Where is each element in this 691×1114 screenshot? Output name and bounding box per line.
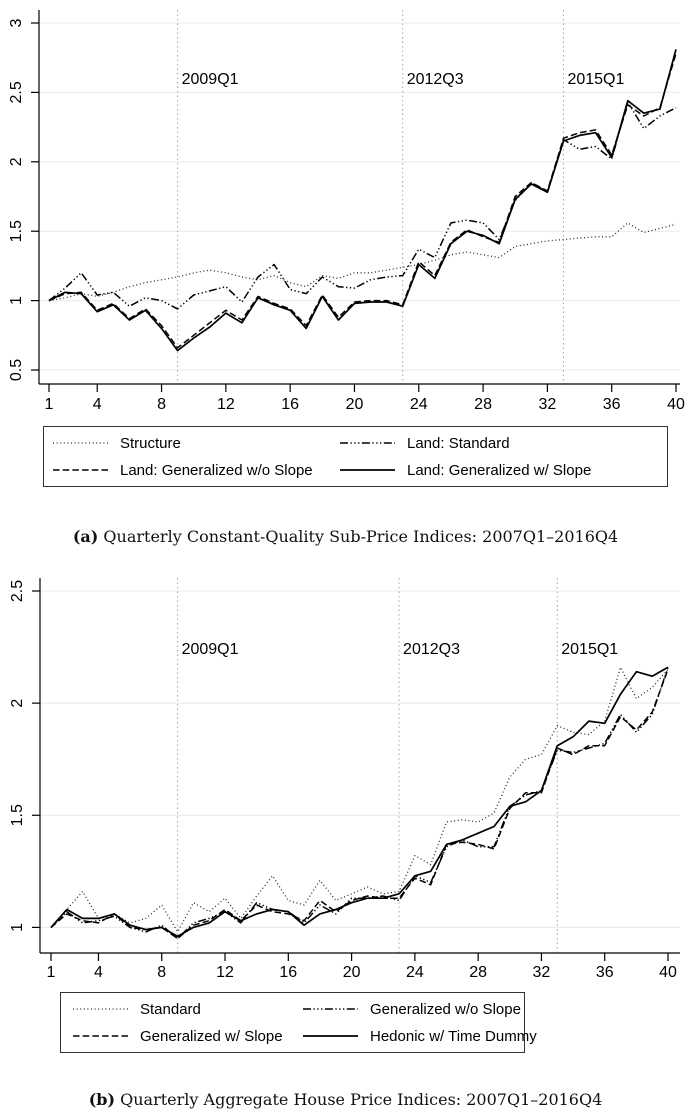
- y-tick-label: 1: [9, 923, 26, 932]
- x-tick-label: 4: [94, 964, 103, 980]
- x-tick-label: 28: [469, 964, 487, 980]
- chart-a-caption: (a) Quarterly Constant-Quality Sub-Price…: [0, 527, 691, 546]
- legend-label: Generalized w/o Slope: [370, 1000, 521, 1018]
- x-tick-label: 20: [343, 964, 361, 980]
- y-tick-label: 2.5: [8, 81, 25, 103]
- legend-label: Land: Standard: [407, 434, 510, 452]
- x-tick-label: 16: [281, 396, 299, 413]
- x-tick-label: 40: [659, 964, 677, 980]
- y-tick-label: 1: [8, 296, 25, 305]
- legend-label: Land: Generalized w/ Slope: [407, 461, 592, 479]
- series-line-land-standard: [48, 101, 677, 310]
- chart-a-legend: Structure Land: Standard Land: Generalized…: [43, 426, 668, 487]
- legend-label: Hedonic w/ Time Dummy: [370, 1027, 537, 1045]
- x-tick-label: 36: [596, 964, 614, 980]
- caption-b-text: Quarterly Aggregate House Price Indices:…: [120, 1090, 603, 1109]
- x-tick-label: 12: [217, 396, 235, 413]
- chart-a-plot: 2009Q1 2012Q3 2015Q1 0.5 1 1.5 2 2.5 3 1 4 8 12 16 20 2…: [8, 10, 685, 413]
- x-tick-label: 4: [93, 396, 102, 413]
- legend-item-land-standard: Land: Standard: [340, 432, 667, 454]
- legend-label: Standard: [140, 1000, 201, 1018]
- x-tick-label: 32: [533, 964, 551, 980]
- refline-label-2009Q1: 2009Q1: [182, 641, 239, 658]
- y-tick-label: 2: [8, 157, 25, 166]
- y-tick-label: 2: [9, 699, 26, 708]
- x-tick-label: 32: [538, 396, 556, 413]
- x-tick-label: 12: [216, 964, 234, 980]
- legend-item-hedonic-w-time-dummy: Hedonic w/ Time Dummy: [303, 1025, 537, 1047]
- x-tick-label: 16: [279, 964, 297, 980]
- legend-label: Structure: [120, 434, 181, 452]
- legend-key-solid-line: [340, 469, 395, 471]
- legend-item-structure: Structure: [53, 432, 340, 454]
- refline-label-2009Q1: 2009Q1: [182, 71, 239, 88]
- x-tick-label: 24: [406, 964, 424, 980]
- refline-label-2012Q3: 2012Q3: [407, 71, 464, 88]
- legend-item-land-generalized-w-o-slope: Land: Generalized w/o Slope: [53, 459, 340, 481]
- legend-key-dashdot-line: [340, 442, 395, 444]
- legend-key-dashed-line: [53, 469, 108, 471]
- series-line-generalized-w-o-slope: [50, 667, 669, 940]
- refline-label-2015Q1: 2015Q1: [561, 641, 618, 658]
- y-tick-label: 1.5: [9, 804, 26, 826]
- legend-key-dotted-line: [53, 442, 108, 444]
- legend-item-generalized-w-slope: Generalized w/ Slope: [73, 1025, 303, 1047]
- series-line-structure: [48, 222, 677, 302]
- chart-b-caption: (b) Quarterly Aggregate House Price Indi…: [0, 1090, 691, 1109]
- legend-key-dashed-line: [73, 1035, 128, 1037]
- legend-key-dotted-line: [73, 1008, 128, 1010]
- x-tick-label: 8: [157, 396, 166, 413]
- x-tick-label: 36: [603, 396, 621, 413]
- x-tick-label: 40: [667, 396, 685, 413]
- refline-label-2015Q1: 2015Q1: [567, 71, 624, 88]
- legend-label: Land: Generalized w/o Slope: [120, 461, 313, 479]
- legend-item-standard: Standard: [73, 998, 303, 1020]
- series-line-land-generalized-w-o-slope: [48, 53, 677, 349]
- series-line-hedonic-w-time-dummy: [50, 666, 669, 938]
- y-tick-label: 1.5: [8, 220, 25, 242]
- x-tick-label: 8: [157, 964, 166, 980]
- legend-item-generalized-w-o-slope: Generalized w/o Slope: [303, 998, 537, 1020]
- caption-a-label: (a): [72, 527, 99, 546]
- legend-key-dashdot-line: [303, 1008, 358, 1010]
- y-tick-label: 3: [8, 18, 25, 27]
- x-tick-label: 28: [474, 396, 492, 413]
- legend-item-land-generalized-w-slope: Land: Generalized w/ Slope: [340, 459, 667, 481]
- legend-label: Generalized w/ Slope: [140, 1027, 283, 1045]
- chart-b-legend: Standard Generalized w/o Slope Generalized…: [60, 992, 537, 1053]
- y-tick-label: 2.5: [9, 580, 26, 602]
- chart-b-plot: 2009Q1 2012Q3 2015Q1 1 1.5 2 2.5 1 4 8 12 16 20 24 28 3…: [9, 578, 680, 980]
- x-tick-label: 20: [346, 396, 364, 413]
- y-tick-label: 0.5: [8, 359, 25, 381]
- x-tick-label: 24: [410, 396, 428, 413]
- legend-key-solid-line: [303, 1035, 358, 1037]
- refline-label-2012Q3: 2012Q3: [403, 641, 460, 658]
- x-tick-label: 1: [45, 396, 54, 413]
- series-line-standard: [50, 666, 669, 933]
- series-line-land-generalized-w-slope: [48, 49, 677, 352]
- caption-b-label: (b): [88, 1090, 116, 1109]
- caption-a-text: Quarterly Constant-Quality Sub-Price Ind…: [103, 527, 619, 546]
- x-tick-label: 1: [47, 964, 56, 980]
